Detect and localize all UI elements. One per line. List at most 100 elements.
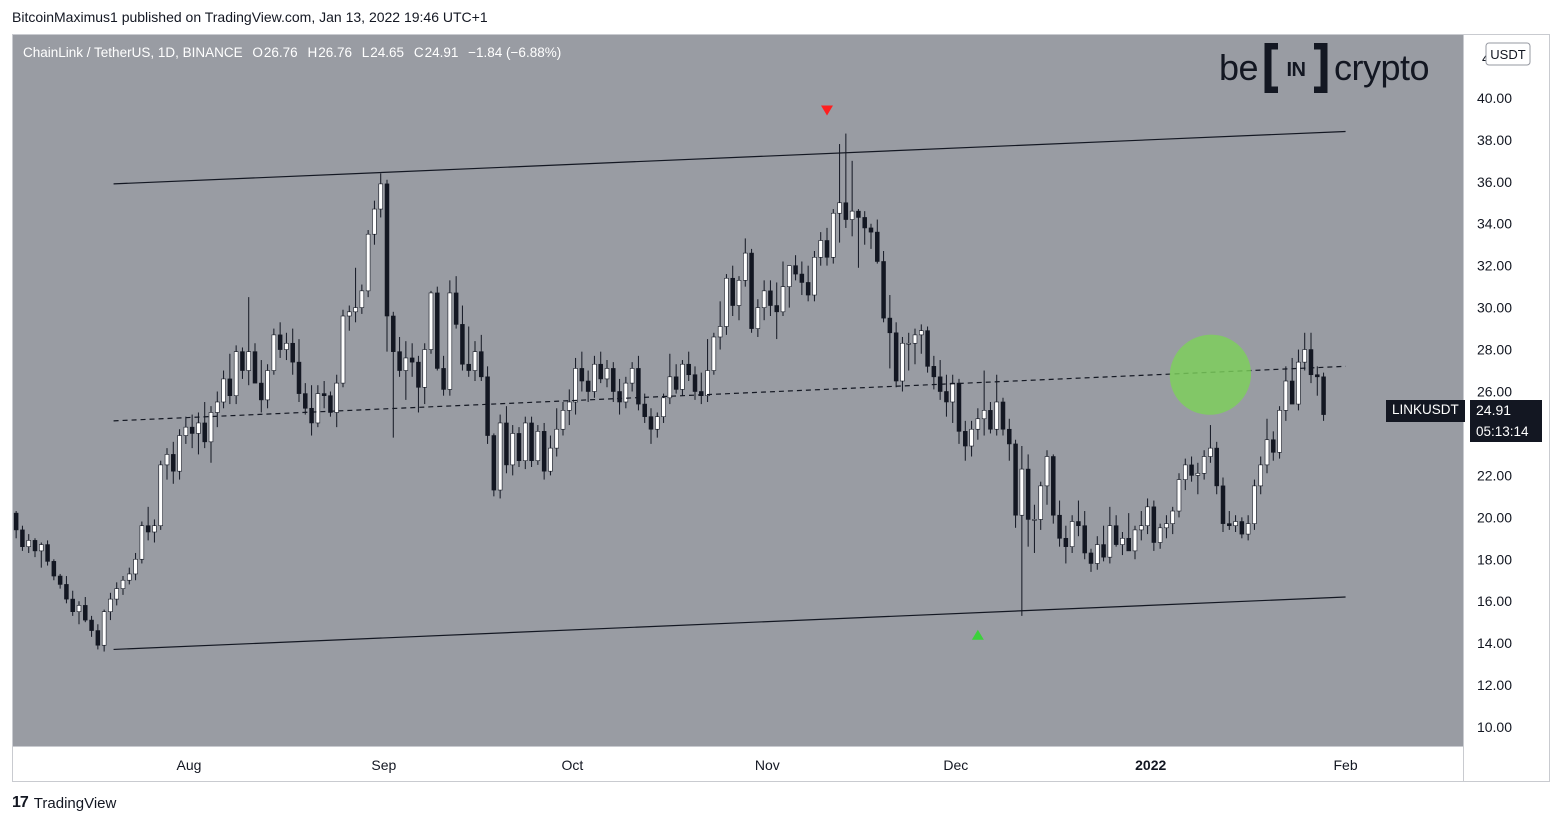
symbol-tag: LINKUSDT (1386, 400, 1465, 422)
price-tick-label: 32.00 (1477, 258, 1512, 274)
candle-body (837, 202, 842, 214)
candle (1032, 504, 1037, 553)
candle-body (793, 265, 798, 275)
candle-body (516, 433, 522, 462)
candle (975, 408, 981, 440)
candle-body (799, 273, 805, 283)
time-tick-label: Sep (371, 757, 396, 773)
candle-body (805, 282, 811, 296)
candle-body (1088, 552, 1094, 564)
candle-body (1038, 485, 1043, 520)
candle (1308, 332, 1314, 384)
candle-body (296, 361, 302, 394)
price-tick-label: 38.00 (1477, 132, 1512, 148)
legend-low-key: L (361, 45, 370, 60)
candle (32, 538, 38, 558)
candle (548, 435, 553, 476)
candle-body (51, 561, 57, 577)
logo-text-in: IN (1287, 59, 1306, 81)
candle-body (523, 422, 528, 462)
candle-body (1214, 447, 1219, 487)
candle-body (963, 431, 968, 447)
candle (315, 385, 321, 428)
candle-body (1189, 464, 1194, 476)
candle-body (177, 435, 182, 472)
candle (642, 393, 647, 423)
candle-body (428, 292, 434, 350)
candle-body (1277, 410, 1282, 453)
candle-body (944, 391, 949, 403)
candle-body (479, 351, 484, 378)
candle-body (1170, 510, 1175, 524)
candle (1107, 506, 1113, 564)
candle (1082, 511, 1087, 560)
candle (1157, 523, 1163, 549)
candle-body (1113, 525, 1119, 545)
candle (347, 305, 352, 331)
legend-change: −1.84 (−6.88%) (468, 45, 562, 60)
candle (1233, 515, 1238, 533)
candle (560, 401, 566, 436)
time-axis[interactable]: Aug Sep Oct Nov Dec 2022 Feb (12, 747, 1464, 782)
time-tick-label: Feb (1334, 757, 1358, 773)
candle (931, 355, 937, 390)
candle (956, 378, 962, 444)
candle-body (359, 290, 365, 308)
candle-body (1321, 376, 1326, 415)
candle-body (347, 311, 352, 317)
candle (227, 353, 233, 405)
candle-body (510, 433, 515, 466)
candle (391, 311, 396, 438)
candle (906, 332, 911, 371)
candle (271, 328, 277, 375)
candle-body (39, 544, 44, 552)
candle (730, 265, 735, 317)
price-axis[interactable]: 4 USDT 10.0012.0014.0016.0018.0020.0022.… (1464, 34, 1550, 747)
tradingview-brand: TradingView (33, 794, 117, 812)
candle-body (956, 382, 962, 432)
candle (328, 391, 333, 417)
candlestick-chart[interactable] (13, 35, 1464, 747)
candle-body (215, 401, 220, 413)
candle-body (133, 558, 138, 575)
candle-body (573, 368, 578, 403)
candle (1296, 349, 1301, 411)
candle (20, 525, 25, 551)
candle-body (447, 292, 453, 390)
candle (592, 355, 597, 398)
candle (497, 414, 503, 499)
candle (1019, 446, 1025, 616)
candle-body (1063, 537, 1069, 547)
candle-body (1019, 468, 1025, 516)
candle (1277, 406, 1282, 459)
candle (472, 341, 478, 382)
candle-body (202, 422, 207, 443)
candle (158, 460, 163, 530)
candle (862, 211, 867, 245)
highlight-ellipse (1169, 334, 1252, 415)
candle (554, 408, 559, 457)
chart-pane[interactable]: ChainLink / TetherUS, 1D, BINANCE O26.76… (12, 34, 1464, 747)
candle (1170, 506, 1175, 535)
candle-body (208, 412, 214, 443)
candle (755, 299, 761, 337)
candle-body (1101, 544, 1106, 558)
candle (284, 332, 289, 361)
candle-body (321, 393, 327, 396)
time-tick-label: Nov (755, 757, 780, 773)
candle-body (466, 363, 471, 371)
candle-body (617, 391, 622, 403)
candle (686, 351, 691, 382)
candle (127, 567, 132, 585)
candle (994, 374, 999, 436)
candle (215, 391, 220, 428)
candle (378, 173, 383, 218)
candle (805, 265, 811, 302)
price-tick-label: 36.00 (1477, 174, 1512, 190)
candle-body (1227, 523, 1232, 527)
candle (1076, 500, 1081, 537)
candle (824, 227, 830, 266)
candle-body (1252, 485, 1257, 524)
candle (881, 250, 886, 323)
candle (447, 280, 453, 396)
